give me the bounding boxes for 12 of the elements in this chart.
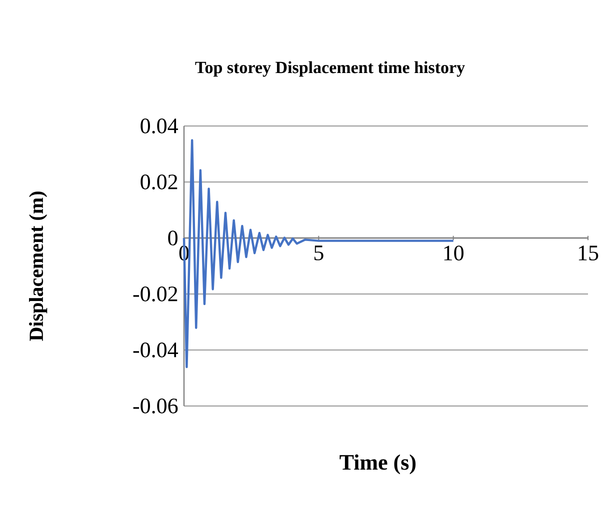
x-tick-label: 15 <box>578 246 598 260</box>
x-tick-label: 10 <box>444 246 464 261</box>
y-tick-label: 0.02 <box>140 174 178 190</box>
y-tick-label: 0.04 <box>140 118 178 134</box>
y-tick-label: -0.04 <box>133 342 178 358</box>
x-axis-title: Time (s) <box>340 454 416 474</box>
x-tick-label: 5 <box>314 246 324 260</box>
y-axis-title: Displacement (m) <box>29 192 48 341</box>
y-tick-label: -0.06 <box>133 398 178 414</box>
chart-title: Top storey Displacement time history <box>195 61 465 77</box>
y-tick-label: 0 <box>168 230 178 246</box>
y-tick-label: -0.02 <box>133 286 178 302</box>
